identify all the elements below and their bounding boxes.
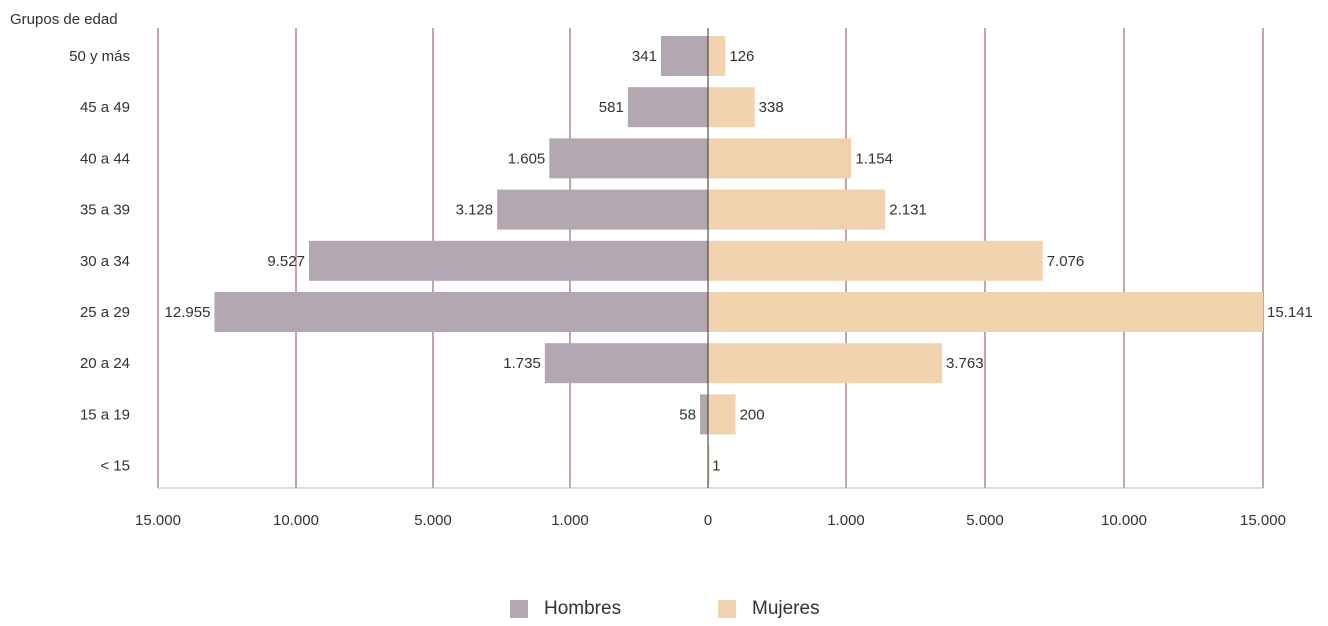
y-axis-title: Grupos de edad — [10, 11, 118, 28]
bar-mujeres — [708, 292, 1263, 332]
category-label: < 15 — [100, 458, 130, 475]
x-tick-label: 15.000 — [135, 512, 181, 529]
value-label-mujeres: 200 — [740, 406, 765, 423]
category-label: 30 a 34 — [80, 253, 130, 270]
x-tick-labels: 15.000 10.000 5.000 1.000 0 1.000 5.000 10.000 1… — [135, 512, 1286, 529]
bar-hombres — [549, 138, 708, 179]
legend-item-mujeres: Mujeres — [718, 598, 820, 620]
value-label-mujeres: 3.763 — [946, 355, 984, 372]
legend-item-hombres: Hombres — [510, 598, 621, 620]
category-labels: 50 y más 45 a 49 40 a 44 35 a 39 30 a 34 25 a… — [69, 48, 130, 475]
bar-mujeres — [708, 394, 736, 435]
x-tick-label: 1.000 — [551, 512, 589, 529]
value-label-hombres: 58 — [679, 406, 696, 423]
value-label-mujeres: 1 — [712, 458, 720, 475]
category-label: 15 a 19 — [80, 406, 130, 423]
value-label-hombres: 9.527 — [267, 253, 305, 270]
value-label-hombres: 1.735 — [503, 355, 541, 372]
category-label: 40 a 44 — [80, 150, 130, 167]
bar-hombres — [699, 394, 708, 435]
x-tick-label: 5.000 — [966, 512, 1004, 529]
bar-hombres — [308, 240, 708, 281]
value-label-hombres: 3.128 — [456, 202, 494, 219]
value-label-hombres: 1.605 — [508, 150, 546, 167]
bar-mujeres — [708, 343, 943, 384]
x-tick-label: 15.000 — [1240, 512, 1286, 529]
legend-swatch-mujeres — [718, 600, 736, 618]
bar-hombres — [497, 189, 708, 230]
value-label-hombres: 12.955 — [165, 304, 211, 321]
x-tick-label: 5.000 — [414, 512, 452, 529]
legend-label-hombres: Hombres — [544, 598, 622, 619]
bar-mujeres — [708, 87, 755, 128]
bar-mujeres — [708, 189, 886, 230]
value-label-mujeres: 338 — [759, 99, 784, 116]
x-tick-label: 10.000 — [273, 512, 319, 529]
legend-swatch-hombres — [510, 600, 528, 618]
bar-mujeres — [708, 36, 726, 76]
category-label: 25 a 29 — [80, 304, 130, 321]
category-label: 20 a 24 — [80, 355, 130, 372]
value-label-hombres: 581 — [599, 99, 624, 116]
population-pyramid-chart: 50 y más 45 a 49 40 a 44 35 a 39 30 a 34 25 a… — [10, 11, 1313, 529]
bar-mujeres — [708, 138, 852, 179]
bar-hombres — [214, 292, 708, 332]
bar-hombres — [660, 36, 708, 76]
value-label-mujeres: 1.154 — [855, 150, 893, 167]
bar-mujeres — [708, 445, 710, 486]
x-tick-label: 1.000 — [827, 512, 865, 529]
legend: Hombres Mujeres — [0, 598, 1328, 626]
value-label-mujeres: 15.141 — [1267, 304, 1313, 321]
category-label: 45 a 49 — [80, 99, 130, 116]
value-label-mujeres: 7.076 — [1047, 253, 1085, 270]
value-label-mujeres: 2.131 — [889, 202, 927, 219]
x-tick-label: 0 — [704, 512, 712, 529]
bar-hombres — [627, 87, 708, 128]
value-label-mujeres: 126 — [729, 48, 754, 65]
x-tick-label: 10.000 — [1101, 512, 1147, 529]
bar-hombres — [544, 343, 708, 384]
value-label-hombres: 341 — [632, 48, 657, 65]
category-label: 35 a 39 — [80, 202, 130, 219]
category-label: 50 y más — [69, 48, 130, 65]
bars — [214, 36, 1263, 486]
legend-label-mujeres: Mujeres — [752, 598, 820, 619]
value-labels: 341 581 1.605 3.128 9.527 12.955 1.735 58 126 338… — [165, 48, 1313, 475]
bar-mujeres — [708, 240, 1043, 281]
